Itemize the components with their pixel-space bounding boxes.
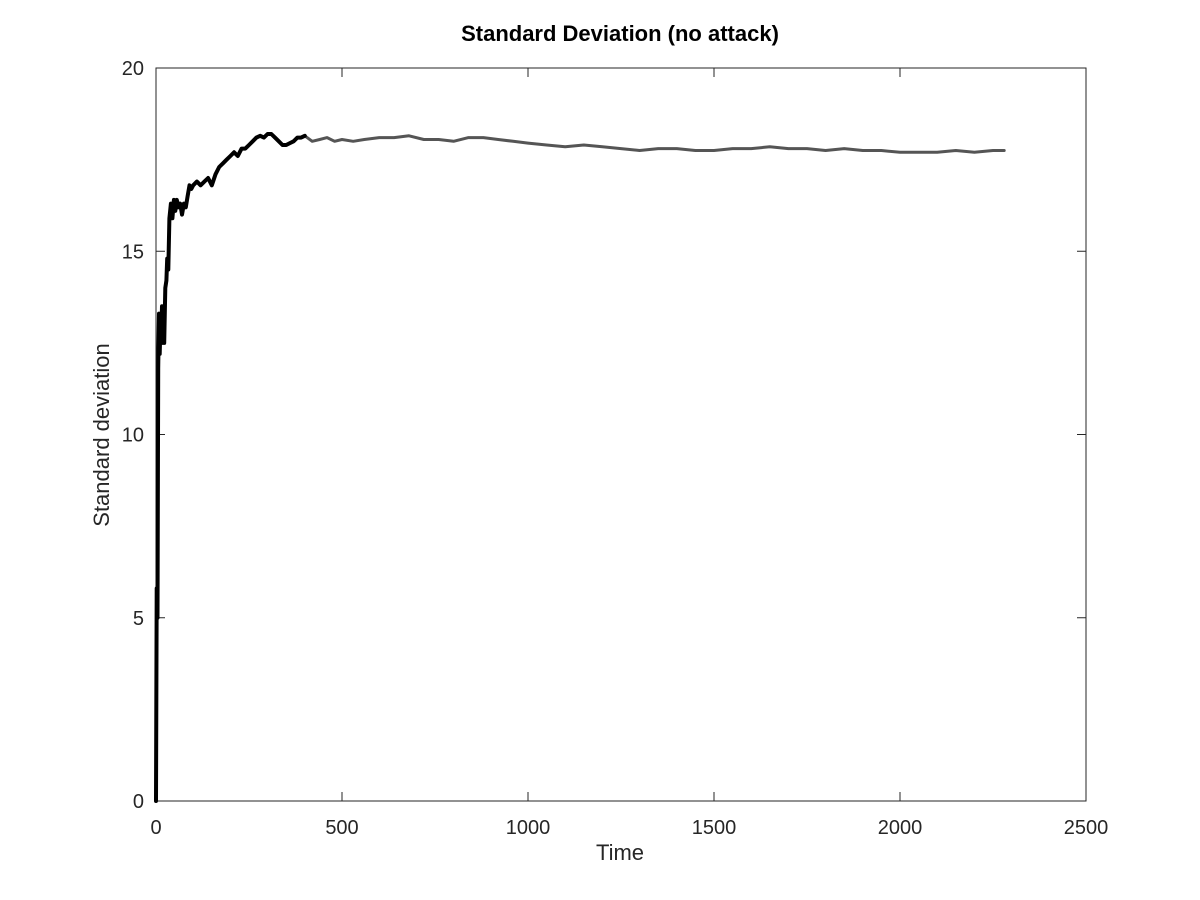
series-line <box>154 132 307 803</box>
x-tick-label: 1000 <box>506 817 551 839</box>
y-tick-label: 5 <box>133 608 144 630</box>
x-tick-label: 1500 <box>692 817 737 839</box>
y-tick-label: 10 <box>122 425 144 447</box>
series-line-tail <box>303 134 1006 154</box>
x-tick-label: 2500 <box>1064 817 1109 839</box>
y-tick-label: 0 <box>133 791 144 813</box>
plot-area: 0 500 1000 1500 2000 2500 0 5 10 15 20 <box>122 58 1109 839</box>
x-axis-label: Time <box>596 840 644 865</box>
y-axis-label: Standard deviation <box>89 343 114 526</box>
y-tick-label: 15 <box>122 241 144 263</box>
x-tick-label: 500 <box>325 817 358 839</box>
x-tick-label: 2000 <box>878 817 923 839</box>
chart-title: Standard Deviation (no attack) <box>461 21 779 46</box>
y-tick-label: 20 <box>122 58 144 80</box>
x-tick-label: 0 <box>150 817 161 839</box>
